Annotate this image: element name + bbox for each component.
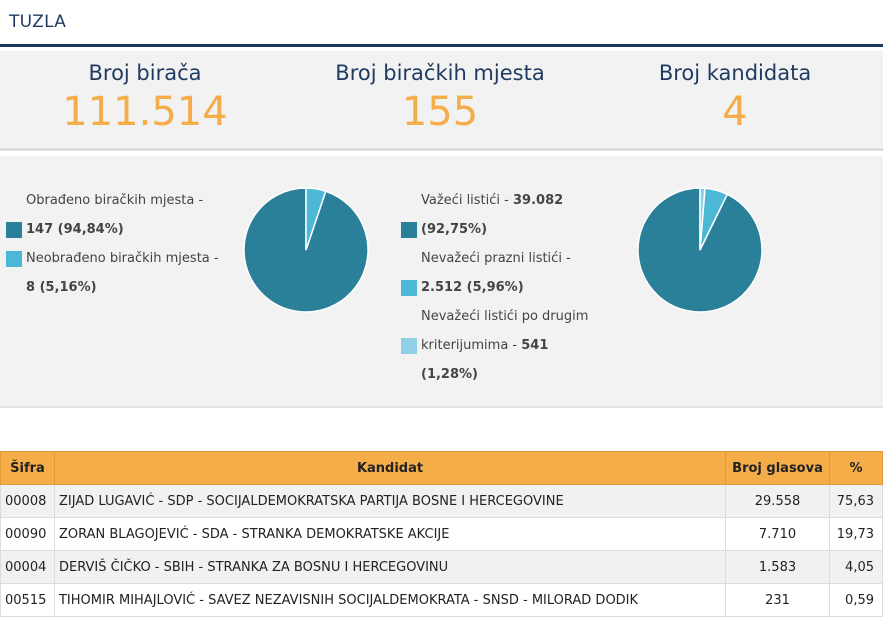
legend-swatch <box>401 338 417 354</box>
legend-swatch <box>401 280 417 296</box>
legend-item: Obrađeno biračkih mjesta - 147 (94,84%) <box>6 186 236 244</box>
table-row[interactable]: 00004 DERVIŠ ČIČKO - SBIH - STRANKA ZA B… <box>0 550 883 584</box>
legend-text: Važeći listići - <box>421 193 509 208</box>
cell-candidate: TIHOMIR MIHAJLOVIĆ - SAVEZ NEZAVISNIH SO… <box>53 583 727 617</box>
legend-extra: (92,75%) <box>421 222 488 237</box>
legend-item: Nevažeći listići po drugim kriterijumima… <box>401 302 631 389</box>
table-row[interactable]: 00008 ZIJAD LUGAVIĆ - SDP - SOCIJALDEMOK… <box>0 484 883 518</box>
polling-legend: Obrađeno biračkih mjesta - 147 (94,84%) … <box>6 186 236 302</box>
municipality-title: TUZLA <box>9 12 67 32</box>
cell-votes: 1.583 <box>725 550 830 584</box>
legend-swatch <box>6 251 22 267</box>
page-header: TUZLA <box>0 0 883 47</box>
pie-slice[interactable] <box>305 187 327 251</box>
stat-polling-stations-value: 155 <box>401 89 479 135</box>
stat-voters-value: 111.514 <box>62 89 228 135</box>
legend-text: Obrađeno biračkih mjesta - <box>26 193 204 208</box>
stats-panel: Broj birača 111.514 Broj biračkih mjesta… <box>0 51 883 151</box>
ballots-legend: Važeći listići - 39.082 (92,75%) Nevažeć… <box>401 186 631 389</box>
stat-voters: Broj birača 111.514 <box>55 61 235 137</box>
cell-votes: 29.558 <box>725 484 830 518</box>
cell-candidate: ZIJAD LUGAVIĆ - SDP - SOCIJALDEMOKRATSKA… <box>53 484 727 518</box>
cell-votes: 7.710 <box>725 517 830 551</box>
polling-pie-chart <box>243 187 369 313</box>
column-header-percent[interactable]: % <box>828 451 883 485</box>
stat-candidates-label: Broj kandidata <box>658 61 812 85</box>
legend-item: Nevažeći prazni listići - 2.512 (5,96%) <box>401 244 631 302</box>
stat-polling-stations-label: Broj biračkih mjesta <box>335 61 545 85</box>
legend-item: Neobrađeno biračkih mjesta - 8 (5,16%) <box>6 244 236 302</box>
cell-code: 00004 <box>0 550 55 584</box>
table-row[interactable]: 00090 ZORAN BLAGOJEVIĆ - SDA - STRANKA D… <box>0 517 883 551</box>
legend-value: 541 <box>521 338 549 353</box>
stat-candidates-value: 4 <box>722 89 748 135</box>
column-header-code[interactable]: Šifra <box>0 451 55 485</box>
legend-extra: (1,28%) <box>421 367 478 382</box>
ballots-pie-chart <box>637 187 763 313</box>
cell-percent: 0,59 <box>828 583 883 617</box>
cell-code: 00008 <box>0 484 55 518</box>
table-header-row: Šifra Kandidat Broj glasova % <box>0 451 883 485</box>
legend-swatch <box>401 222 417 238</box>
candidates-table: Šifra Kandidat Broj glasova % 00008 ZIJA… <box>0 451 883 617</box>
summary-panel: Obrađeno biračkih mjesta - 147 (94,84%) … <box>0 156 883 408</box>
legend-value: 39.082 <box>513 193 564 208</box>
legend-value: 8 (5,16%) <box>26 280 97 295</box>
cell-votes: 231 <box>725 583 830 617</box>
legend-text: kriterijumima - <box>421 338 518 353</box>
column-header-votes[interactable]: Broj glasova <box>725 451 830 485</box>
cell-percent: 75,63 <box>828 484 883 518</box>
cell-percent: 19,73 <box>828 517 883 551</box>
cell-code: 00090 <box>0 517 55 551</box>
legend-text: Neobrađeno biračkih mjesta - <box>26 251 219 266</box>
stat-polling-stations: Broj biračkih mjesta 155 <box>320 61 560 137</box>
legend-item: Važeći listići - 39.082 (92,75%) <box>401 186 631 244</box>
cell-code: 00515 <box>0 583 55 617</box>
stat-candidates: Broj kandidata 4 <box>650 61 820 137</box>
cell-percent: 4,05 <box>828 550 883 584</box>
legend-text: Nevažeći listići po drugim <box>421 309 589 324</box>
column-header-candidate[interactable]: Kandidat <box>53 451 727 485</box>
stat-voters-label: Broj birača <box>88 61 202 85</box>
cell-candidate: DERVIŠ ČIČKO - SBIH - STRANKA ZA BOSNU I… <box>53 550 727 584</box>
legend-value: 147 (94,84%) <box>26 222 124 237</box>
legend-value: 2.512 (5,96%) <box>421 280 524 295</box>
pie-slice[interactable] <box>699 187 706 251</box>
cell-candidate: ZORAN BLAGOJEVIĆ - SDA - STRANKA DEMOKRA… <box>53 517 727 551</box>
table-row[interactable]: 00515 TIHOMIR MIHAJLOVIĆ - SAVEZ NEZAVIS… <box>0 583 883 617</box>
legend-swatch <box>6 222 22 238</box>
legend-text: Nevažeći prazni listići - <box>421 251 571 266</box>
